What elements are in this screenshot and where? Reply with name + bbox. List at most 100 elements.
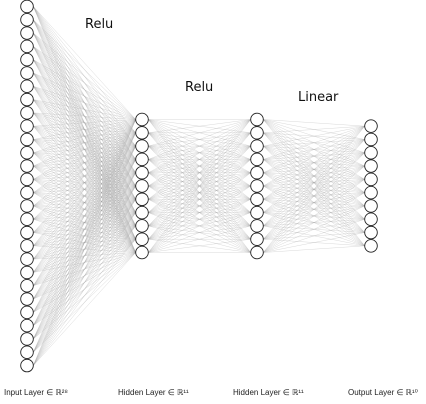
input-neuron-26 — [20, 332, 34, 346]
connection-l0-27-5 — [33, 185, 136, 366]
connection-l0-13-0 — [33, 119, 136, 180]
activation-label-2: Relu — [185, 80, 214, 95]
hidden2-neuron-8 — [250, 205, 264, 220]
hidden1-neuron-8 — [135, 205, 149, 220]
connection-l0-24-0 — [33, 119, 136, 326]
input-neuron-15 — [20, 185, 34, 200]
connection-l2-10-7 — [263, 219, 365, 253]
connection-l0-11-0 — [33, 119, 136, 153]
connection-l0-27-8 — [33, 225, 136, 366]
hidden1-neuron-2 — [135, 126, 149, 140]
connection-l0-0-0 — [33, 6, 136, 120]
input-neuron-18 — [20, 225, 34, 240]
connection-l1-7-0 — [148, 119, 251, 213]
input-neuron-3 — [20, 26, 34, 40]
input-neuron-14 — [20, 172, 34, 187]
connection-l2-10-9 — [263, 245, 365, 253]
connection-l1-9-0 — [148, 119, 251, 240]
hidden1-neuron-10 — [135, 232, 149, 246]
connection-l0-27-3 — [33, 159, 136, 366]
connection-l0-15-0 — [33, 119, 136, 207]
output-neuron-6 — [364, 185, 378, 200]
connection-l1-10-5 — [148, 185, 251, 253]
hidden1-neuron-1 — [135, 112, 149, 127]
input-neuron-8 — [20, 92, 34, 107]
output-neuron-3 — [364, 145, 378, 160]
connection-l1-10-2 — [148, 145, 251, 253]
hidden-layer-2-caption: Hidden Layer ∈ ℝ¹¹ — [233, 388, 304, 397]
connection-l0-27-2 — [33, 146, 136, 366]
connection-l1-10-3 — [148, 159, 251, 253]
connection-l2-9-0 — [263, 126, 365, 240]
connection-l0-12-0 — [33, 119, 136, 167]
connection-l2-10-4 — [263, 179, 365, 253]
connection-l0-5-0 — [33, 72, 136, 120]
connection-l2-7-0 — [263, 126, 365, 213]
connection-l0-6-0 — [33, 86, 136, 120]
connection-l1-10-4 — [148, 172, 251, 253]
input-neuron-24 — [20, 305, 34, 320]
activation-label-1: Relu — [85, 17, 114, 32]
output-neuron-4 — [364, 159, 378, 173]
connection-l0-1-0 — [33, 19, 136, 120]
connection-l2-4-0 — [263, 125, 365, 173]
output-neuron-8 — [364, 212, 378, 226]
hidden1-neuron-4 — [135, 152, 149, 167]
connection-l2-3-0 — [263, 125, 365, 160]
hidden1-neuron-6 — [135, 179, 149, 193]
connection-l1-8-0 — [148, 119, 251, 227]
hidden1-neuron-5 — [135, 165, 149, 180]
output-layer-caption: Output Layer ∈ ℝ¹⁰ — [348, 388, 418, 397]
connection-l1-10-1 — [148, 132, 251, 253]
hidden2-neuron-10 — [250, 232, 264, 246]
hidden2-neuron-6 — [250, 179, 264, 193]
output-neuron-10 — [364, 239, 378, 253]
hidden1-neuron-7 — [135, 192, 149, 207]
connection-l2-8-0 — [263, 126, 365, 227]
neurons — [20, 0, 378, 373]
input-neuron-28 — [20, 358, 34, 373]
connection-l0-27-0 — [33, 119, 136, 366]
input-neuron-13 — [20, 159, 34, 173]
input-neuron-12 — [20, 145, 34, 160]
input-neuron-16 — [20, 199, 34, 213]
connection-l2-0-0 — [263, 119, 365, 127]
hidden2-neuron-11 — [250, 245, 264, 260]
hidden2-neuron-4 — [250, 152, 264, 167]
hidden2-neuron-3 — [250, 139, 264, 153]
connection-l2-1-0 — [263, 125, 365, 133]
connection-l0-27-9 — [33, 239, 136, 366]
connection-l0-10-0 — [33, 119, 136, 140]
connection-l2-2-0 — [263, 125, 365, 147]
output-neuron-9 — [364, 225, 378, 240]
connection-l0-2-0 — [33, 32, 136, 120]
input-neuron-20 — [20, 252, 34, 266]
hidden2-neuron-1 — [250, 112, 264, 127]
connection-l0-27-1 — [33, 132, 136, 366]
input-neuron-10 — [20, 119, 34, 133]
connection-l0-27-10 — [33, 252, 136, 366]
hidden2-neuron-7 — [250, 192, 264, 207]
connection-l1-10-9 — [148, 239, 251, 253]
hidden1-neuron-11 — [135, 245, 149, 260]
connection-l1-10-8 — [148, 225, 251, 253]
connection-l2-10-2 — [263, 152, 365, 253]
input-neuron-6 — [20, 66, 34, 80]
connection-l1-4-0 — [148, 119, 251, 173]
connection-l0-3-0 — [33, 46, 136, 120]
output-neuron-5 — [364, 172, 378, 187]
connection-l2-10-8 — [263, 232, 365, 253]
input-neuron-5 — [20, 52, 34, 67]
connection-l0-21-0 — [33, 119, 136, 286]
input-neuron-4 — [20, 39, 34, 54]
connection-l1-2-0 — [148, 119, 251, 147]
connection-l0-22-0 — [33, 119, 136, 300]
input-neuron-19 — [20, 239, 34, 253]
connection-l0-14-0 — [33, 119, 136, 193]
input-neuron-25 — [20, 318, 34, 333]
input-neuron-9 — [20, 106, 34, 120]
hidden1-neuron-3 — [135, 139, 149, 153]
connection-l0-27-4 — [33, 172, 136, 366]
connection-l1-1-0 — [148, 119, 251, 133]
input-neuron-21 — [20, 265, 34, 280]
